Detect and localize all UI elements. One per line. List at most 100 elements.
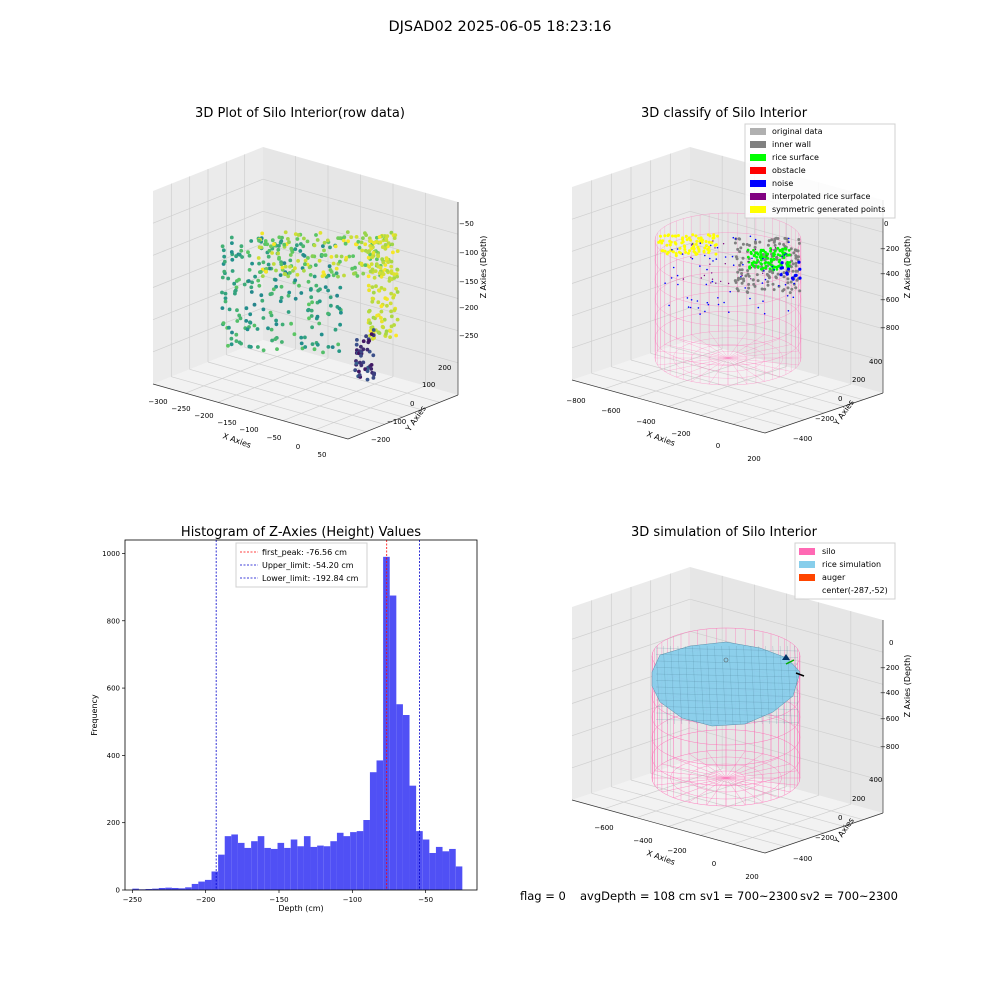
y-tick-label: 400 xyxy=(107,752,120,760)
inner-wall-point xyxy=(782,275,786,279)
data-point xyxy=(277,255,281,260)
data-point xyxy=(366,283,371,288)
data-point xyxy=(226,276,231,281)
data-point xyxy=(234,254,239,259)
noise-point xyxy=(715,258,718,260)
data-point xyxy=(367,264,372,269)
data-point xyxy=(257,238,261,243)
inner-wall-point xyxy=(736,278,740,282)
rice-surface-point xyxy=(752,248,755,252)
data-point xyxy=(368,328,373,333)
data-point xyxy=(392,272,396,277)
panel-raw-title: 3D Plot of Silo Interior(row data) xyxy=(195,106,405,121)
inner-wall-point xyxy=(737,237,741,241)
data-point xyxy=(365,369,370,373)
inner-wall-point xyxy=(789,247,793,251)
data-point xyxy=(383,243,388,247)
inner-wall-point xyxy=(738,268,742,272)
data-point xyxy=(235,319,240,323)
symmetric-point xyxy=(703,246,707,250)
legend-label: Lower_limit: -192.84 cm xyxy=(262,574,359,583)
data-point xyxy=(255,327,260,331)
inner-wall-point xyxy=(770,238,774,242)
inner-wall-point xyxy=(739,261,743,265)
flag-text: flag = 0 xyxy=(520,889,566,903)
data-point xyxy=(266,254,271,259)
legend-swatch-symmetric xyxy=(750,206,766,213)
data-point xyxy=(246,279,251,283)
data-point xyxy=(310,254,315,259)
data-point xyxy=(357,369,361,374)
x-tick-label: −250 xyxy=(123,896,142,904)
x-tick-label: −50 xyxy=(418,896,433,904)
inner-wall-point xyxy=(798,289,802,293)
data-point xyxy=(221,321,226,325)
data-point xyxy=(246,250,250,255)
inner-wall-point xyxy=(752,282,756,286)
data-point xyxy=(394,333,398,338)
interpolated-point xyxy=(711,278,714,280)
symmetric-point xyxy=(711,236,715,240)
simulation-legend: silo rice simulation auger center(-287,-… xyxy=(794,542,896,600)
auger-marker xyxy=(795,672,805,677)
data-point xyxy=(371,290,376,295)
data-point xyxy=(363,242,368,247)
histogram-bar xyxy=(435,846,443,890)
panel-classify: 3D classify of Silo Interior original da… xyxy=(566,106,912,463)
x-axis-label: X Axies xyxy=(221,431,252,450)
noise-point xyxy=(699,313,701,315)
histogram-bar xyxy=(244,847,252,890)
rice-surface-point xyxy=(759,253,763,257)
data-point xyxy=(308,288,313,292)
noise-point xyxy=(786,295,789,297)
data-point xyxy=(370,285,375,289)
legend-swatch-obstacle xyxy=(750,167,766,174)
data-point xyxy=(306,279,311,284)
data-point xyxy=(260,231,265,236)
noise-point xyxy=(780,266,785,270)
data-point xyxy=(382,287,387,292)
inner-wall-point xyxy=(786,286,790,290)
data-point xyxy=(220,244,225,249)
data-point xyxy=(286,237,290,241)
noise-point xyxy=(711,280,714,283)
data-point xyxy=(359,261,364,266)
noise-point xyxy=(690,299,693,301)
grid-line xyxy=(732,383,851,425)
z-tick-label: −600 xyxy=(880,296,899,304)
noise-point xyxy=(791,277,795,281)
y-tick-label: 100 xyxy=(422,381,435,389)
data-point xyxy=(261,316,266,320)
data-point xyxy=(369,332,374,336)
x-tick-label: −400 xyxy=(636,418,655,426)
noise-point xyxy=(709,244,712,247)
rice-surface-point xyxy=(750,252,753,256)
data-point xyxy=(312,347,317,352)
y-tick-labels: −200 −100 0 100 200 xyxy=(371,364,451,444)
inner-wall-point xyxy=(766,283,770,287)
rice-surface-point xyxy=(760,258,763,262)
rice-surface-point xyxy=(768,262,772,266)
rice-surface-point xyxy=(787,249,791,252)
histogram-bar xyxy=(264,847,271,890)
data-point xyxy=(377,288,381,293)
data-point xyxy=(349,235,354,240)
footer-status: flag = 0 avgDepth = 108 cm sv1 = 700~230… xyxy=(520,889,898,903)
histogram-bar xyxy=(369,772,377,890)
symmetric-point xyxy=(666,250,670,254)
data-point xyxy=(287,290,292,295)
data-point xyxy=(274,322,279,327)
data-point xyxy=(289,321,293,326)
data-point xyxy=(305,239,310,244)
data-point xyxy=(342,273,346,278)
data-point xyxy=(295,243,299,248)
x-tick-label: −150 xyxy=(269,896,288,904)
x-axis-line xyxy=(571,379,766,434)
data-point xyxy=(299,341,304,346)
symmetric-point xyxy=(702,250,706,254)
data-point xyxy=(288,258,293,263)
data-point xyxy=(338,285,343,290)
inner-wall-point xyxy=(740,281,744,285)
z-tick-label: −50 xyxy=(459,220,474,228)
rice-surface-point xyxy=(777,260,781,264)
